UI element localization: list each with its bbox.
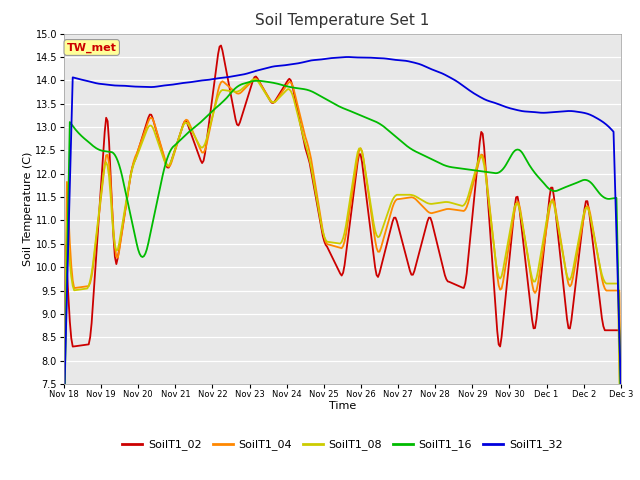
SoilT1_02 [217,43,225,48]
SoilT1_32 [614,282,621,288]
Legend: SoilT1_02, SoilT1_04, SoilT1_08, SoilT1_16, SoilT1_32: SoilT1_02, SoilT1_04, SoilT1_08, SoilT1_… [118,435,567,455]
SoilT1_16 [614,262,621,268]
SoilT1_32 [60,402,68,408]
SoilT1_08 [79,286,87,292]
SoilT1_04 [252,76,260,82]
SoilT1_16 [617,396,625,402]
X-axis label: Time: Time [329,401,356,411]
SoilT1_08 [251,76,259,82]
Line: SoilT1_32: SoilT1_32 [64,57,621,405]
SoilT1_04 [614,288,621,293]
SoilT1_16 [97,147,104,153]
Y-axis label: Soil Temperature (C): Soil Temperature (C) [22,152,33,266]
SoilT1_08 [458,203,466,209]
SoilT1_04 [541,234,549,240]
SoilT1_08 [614,281,621,287]
SoilT1_02 [97,193,104,199]
SoilT1_16 [348,109,356,115]
SoilT1_04 [617,398,625,404]
SoilT1_08 [60,409,68,415]
SoilT1_04 [458,208,466,214]
SoilT1_32 [348,54,356,60]
SoilT1_16 [458,166,466,171]
SoilT1_32 [458,83,466,88]
SoilT1_04 [79,284,87,290]
SoilT1_02 [79,342,87,348]
SoilT1_08 [617,461,625,467]
SoilT1_32 [97,81,104,87]
SoilT1_32 [617,383,625,389]
SoilT1_08 [348,185,356,191]
SoilT1_02 [458,285,466,290]
Line: SoilT1_04: SoilT1_04 [64,79,621,443]
SoilT1_02 [541,235,549,240]
SoilT1_16 [79,134,87,140]
Line: SoilT1_02: SoilT1_02 [64,46,621,465]
SoilT1_02 [348,205,356,211]
Line: SoilT1_16: SoilT1_16 [64,81,621,426]
SoilT1_08 [97,198,104,204]
SoilT1_04 [348,193,356,199]
SoilT1_16 [60,423,68,429]
SoilT1_16 [253,78,261,84]
SoilT1_04 [97,200,104,206]
Title: Soil Temperature Set 1: Soil Temperature Set 1 [255,13,429,28]
SoilT1_02 [60,397,68,403]
SoilT1_32 [344,54,351,60]
SoilT1_32 [541,110,549,116]
SoilT1_08 [541,226,549,232]
Text: TW_met: TW_met [67,42,116,53]
SoilT1_02 [617,462,625,468]
Line: SoilT1_08: SoilT1_08 [64,79,621,464]
SoilT1_32 [79,77,87,83]
SoilT1_02 [614,327,621,333]
SoilT1_16 [541,182,549,188]
SoilT1_04 [60,440,68,446]
